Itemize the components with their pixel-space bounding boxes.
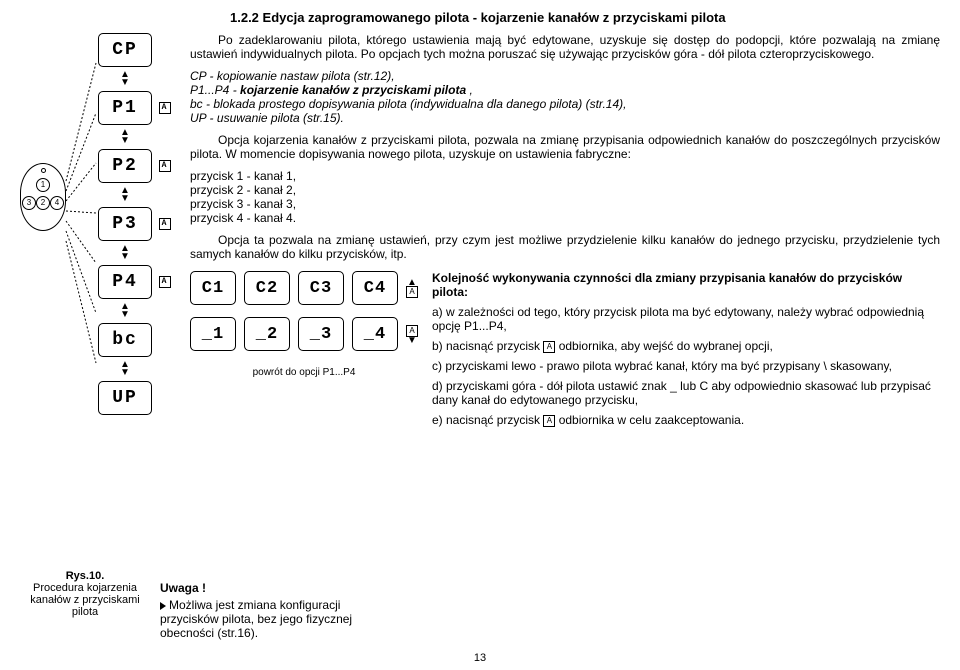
arrow-icon: ▲▼ [120, 71, 130, 87]
return-label: powrót do opcji P1...P4 [190, 367, 418, 378]
remote-btn-3: 3 [22, 196, 36, 210]
warning-text: Możliwa jest zmiana konfiguracji przycis… [160, 598, 380, 640]
steps-heading: Kolejność wykonywania czynności dla zmia… [432, 271, 940, 299]
arrow-icon: ▲▼ [120, 245, 130, 261]
step-e-1: e) nacisnąć przycisk [432, 413, 543, 427]
a-badge-icon: A [159, 218, 171, 230]
paragraph-note: Opcja ta pozwala na zmianę ustawień, prz… [190, 233, 940, 261]
a-badge-icon: A [406, 325, 418, 337]
disp-bc: bc [98, 323, 152, 357]
disp-up: UP [98, 381, 152, 415]
step-c: c) przyciskami lewo - prawo pilota wybra… [432, 359, 940, 373]
remote-btn-2: 2 [36, 196, 50, 210]
section-heading: 1.2.2 Edycja zaprogramowanego pilota - k… [230, 10, 940, 25]
disp-u1: _1 [190, 317, 236, 351]
a-badge-icon: A [159, 160, 171, 172]
arrow-icon: ▲A [406, 279, 418, 298]
menu-up: UP - usuwanie pilota (str.15). [190, 111, 344, 125]
step-b-1: b) nacisnąć przycisk [432, 339, 543, 353]
disp-cp: CP [98, 33, 152, 67]
figure-number: Rys.10. [20, 570, 150, 582]
menu-p-b: kojarzenie kanałów z przyciskami pilota [240, 83, 466, 97]
disp-p1: P1A [98, 91, 152, 125]
warning-block: Uwaga ! Możliwa jest zmiana konfiguracji… [160, 581, 380, 640]
menu-bc: bc - blokada prostego dopisywania pilota… [190, 97, 626, 111]
step-b: b) nacisnąć przycisk A odbiornika, aby w… [432, 339, 940, 353]
a-badge-icon: A [543, 341, 555, 353]
disp-c4: C4 [352, 271, 398, 305]
disp-c3: C3 [298, 271, 344, 305]
assign-2: przycisk 2 - kanał 2, [190, 183, 296, 197]
assignment-list: przycisk 1 - kanał 1, przycisk 2 - kanał… [190, 169, 940, 225]
menu-cp: CP - kopiowanie nastaw pilota (str.12), [190, 69, 395, 83]
step-e: e) nacisnąć przycisk A odbiornika w celu… [432, 413, 940, 427]
disp-p4-text: P4 [112, 272, 138, 292]
channel-displays: C1 C2 C3 C4 ▲A _1 _2 _3 _4 A▼ powrót do … [190, 271, 418, 433]
triangle-icon [160, 602, 166, 610]
assign-4: przycisk 4 - kanał 4. [190, 211, 296, 225]
arrow-icon: ▲▼ [120, 187, 130, 203]
arrow-icon: A▼ [406, 325, 418, 344]
page-number: 13 [474, 652, 486, 664]
menu-p-c: , [466, 83, 473, 97]
figure-caption: Rys.10. Procedura kojarzenia kanałów z p… [20, 570, 150, 618]
disp-p2-text: P2 [112, 156, 138, 176]
step-a: a) w zależności od tego, który przycisk … [432, 305, 940, 333]
disp-p3-text: P3 [112, 214, 138, 234]
steps-column: Kolejność wykonywania czynności dla zmia… [432, 271, 940, 433]
figure-column: 1 3 2 4 CP ▲▼ P1A ▲▼ P2A ▲▼ P3A ▲▼ P4A ▲… [20, 33, 180, 433]
disp-p4: P4A [98, 265, 152, 299]
disp-u4: _4 [352, 317, 398, 351]
a-badge-icon: A [159, 102, 171, 114]
a-badge-icon: A [159, 276, 171, 288]
figure-text: Procedura kojarzenia kanałów z przyciska… [20, 582, 150, 618]
arrow-icon: ▲▼ [120, 129, 130, 145]
menu-options: CP - kopiowanie nastaw pilota (str.12), … [190, 69, 940, 125]
disp-u2: _2 [244, 317, 290, 351]
step-d: d) przyciskami góra - dół pilota ustawić… [432, 379, 940, 407]
disp-c2: C2 [244, 271, 290, 305]
a-badge-icon: A [543, 415, 555, 427]
assign-1: przycisk 1 - kanał 1, [190, 169, 296, 183]
step-b-2: odbiornika, aby wejść do wybranej opcji, [555, 339, 772, 353]
warning-body: Możliwa jest zmiana konfiguracji przycis… [160, 598, 352, 640]
disp-p2: P2A [98, 149, 152, 183]
a-badge-icon: A [406, 286, 418, 298]
remote-btn-4: 4 [50, 196, 64, 210]
paragraph-intro: Po zadeklarowaniu pilota, którego ustawi… [190, 33, 940, 61]
remote-led [41, 168, 46, 173]
menu-p-a: P1...P4 - [190, 83, 240, 97]
arrow-icon: ▲▼ [120, 361, 130, 377]
warning-title: Uwaga ! [160, 581, 380, 595]
display-stack: CP ▲▼ P1A ▲▼ P2A ▲▼ P3A ▲▼ P4A ▲▼ bc ▲▼ … [98, 33, 152, 415]
disp-p3: P3A [98, 207, 152, 241]
disp-p1-text: P1 [112, 98, 138, 118]
remote-diagram: 1 3 2 4 [20, 163, 66, 231]
disp-u3: _3 [298, 317, 344, 351]
paragraph-option: Opcja kojarzenia kanałów z przyciskami p… [190, 133, 940, 161]
step-e-2: odbiornika w celu zaakceptowania. [555, 413, 744, 427]
disp-c1: C1 [190, 271, 236, 305]
remote-btn-1: 1 [36, 178, 50, 192]
arrow-icon: ▲▼ [120, 303, 130, 319]
assign-3: przycisk 3 - kanał 3, [190, 197, 296, 211]
